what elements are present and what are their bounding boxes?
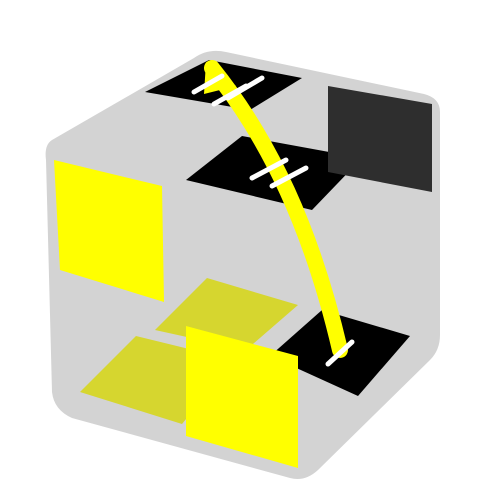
front-tile-yellow bbox=[186, 326, 298, 468]
right-tile-dark-top bbox=[328, 86, 432, 192]
left-tile-yellow bbox=[54, 160, 164, 302]
tick-marks-bottom bbox=[325, 339, 355, 367]
tick-marks-top bbox=[191, 73, 265, 107]
tick-marks-middle bbox=[249, 157, 309, 189]
